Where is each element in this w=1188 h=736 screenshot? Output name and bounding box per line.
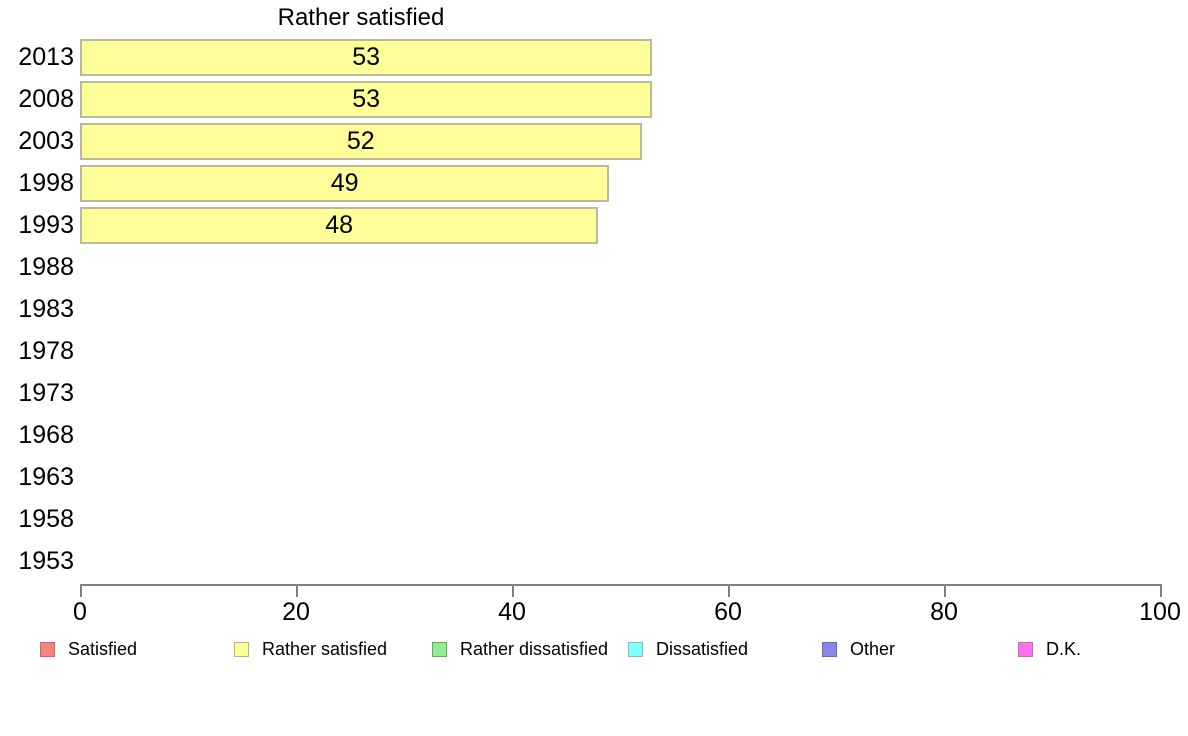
y-axis-label-1993: 1993 [18,211,74,239]
legend-label: Dissatisfied [656,638,749,659]
legend-label: Satisfied [68,638,138,659]
x-axis-tick-label-20: 20 [282,598,310,626]
legend-swatch-icon [822,641,837,657]
legend: Satisfied Rather satisfied Rather dissatis… [0,638,1188,662]
x-axis-tick-label-0: 0 [73,598,87,626]
x-axis-tick-20 [296,584,298,597]
y-axis-label-1988: 1988 [18,253,74,281]
y-axis-label-2013: 2013 [18,43,74,71]
legend-item-d-k: D.K. [1018,638,1081,660]
y-axis-label-1998: 1998 [18,169,74,197]
legend-swatch-icon [1018,641,1033,657]
y-axis-label-2008: 2008 [18,85,74,113]
bar-value-label: 52 [346,126,375,155]
legend-item-rather-dissatisfied: Rather dissatisfied [432,638,608,660]
x-axis-tick-label-100: 100 [1139,598,1181,626]
y-axis-label-1953: 1953 [18,547,74,575]
x-axis-tick-label-60: 60 [714,598,742,626]
bar-value-label: 48 [325,210,354,239]
x-axis-tick-100 [1160,584,1162,597]
x-axis-line [80,584,1161,586]
bar-value-label: 53 [352,84,381,113]
legend-item-other: Other [822,638,895,660]
legend-swatch-icon [40,641,55,657]
legend-label: Rather satisfied [262,638,388,659]
y-axis-label-1973: 1973 [18,379,74,407]
x-axis-tick-label-80: 80 [930,598,958,626]
legend-swatch-icon [234,641,249,657]
chart-title: Rather satisfied [277,4,445,31]
legend-item-satisfied: Satisfied [40,638,137,660]
x-axis-tick-0 [80,584,82,597]
bar-2003: 52 [80,122,642,160]
x-axis-tick-40 [512,584,514,597]
bar-1993: 48 [80,206,599,244]
legend-item-dissatisfied: Dissatisfied [628,638,748,660]
y-axis-label-1978: 1978 [18,337,74,365]
legend-swatch-icon [628,641,643,657]
y-axis-label-1983: 1983 [18,295,74,323]
x-axis-tick-80 [944,584,946,597]
y-axis-label-2003: 2003 [18,127,74,155]
bar-2013: 53 [80,38,653,76]
legend-item-rather-satisfied: Rather satisfied [234,638,387,660]
legend-label: Rather dissatisfied [460,638,609,659]
x-axis-tick-60 [728,584,730,597]
bar-1998: 49 [80,164,610,202]
bar-value-label: 53 [352,42,381,71]
y-axis-label-1958: 1958 [18,505,74,533]
y-axis-label-1968: 1968 [18,421,74,449]
bar-2008: 53 [80,80,653,118]
x-axis-tick-label-40: 40 [498,598,526,626]
legend-label: D.K. [1046,638,1082,659]
legend-label: Other [850,638,896,659]
bar-value-label: 49 [330,168,359,197]
legend-swatch-icon [432,641,447,657]
y-axis-label-1963: 1963 [18,463,74,491]
